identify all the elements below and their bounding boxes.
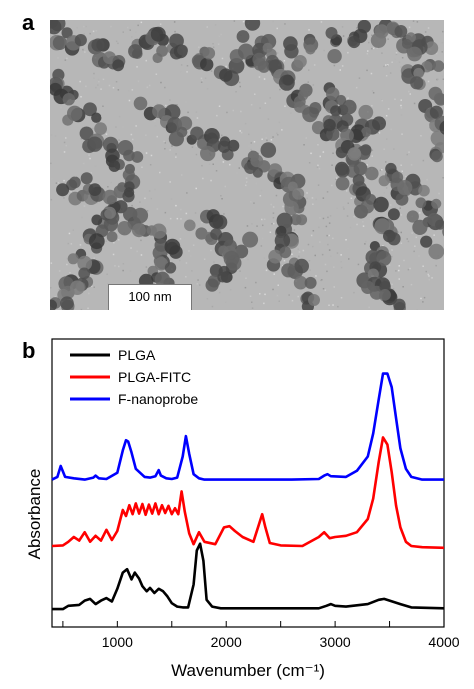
series-line-f-nanoprobe [51, 372, 444, 481]
y-axis-label: Absorbance [25, 469, 44, 560]
plot-frame [51, 338, 445, 628]
tem-particles-image [50, 20, 444, 310]
panel-b-label: b [22, 338, 36, 363]
panel-a-label: a [22, 10, 35, 35]
legend-label: PLGA [118, 347, 156, 363]
ftir-spectra-chart: 1000 2000 3000 4000 PLGA PLGA-FITC F-nanoprob… [25, 338, 460, 680]
x-tick-label: 2000 [211, 634, 242, 650]
legend-label: PLGA-FITC [118, 369, 191, 385]
tem-micrograph: 100 nm [50, 20, 444, 310]
x-tick-label: 3000 [320, 634, 351, 650]
scale-bar-label: 100 nm [128, 289, 172, 304]
series-line-plga-fitc [51, 436, 445, 550]
scale-bar-box: 100 nm [108, 284, 192, 310]
series-layer [51, 372, 445, 611]
legend-label: F-nanoprobe [118, 391, 198, 407]
x-tick-label: 1000 [102, 634, 133, 650]
x-axis-ticks: 1000 2000 3000 4000 [62, 621, 460, 650]
x-tick-label: 4000 [428, 634, 459, 650]
x-axis-label: Wavenumber (cm⁻¹) [171, 661, 325, 680]
series-line-plga [52, 542, 445, 611]
legend: PLGA PLGA-FITC F-nanoprobe [70, 347, 198, 407]
